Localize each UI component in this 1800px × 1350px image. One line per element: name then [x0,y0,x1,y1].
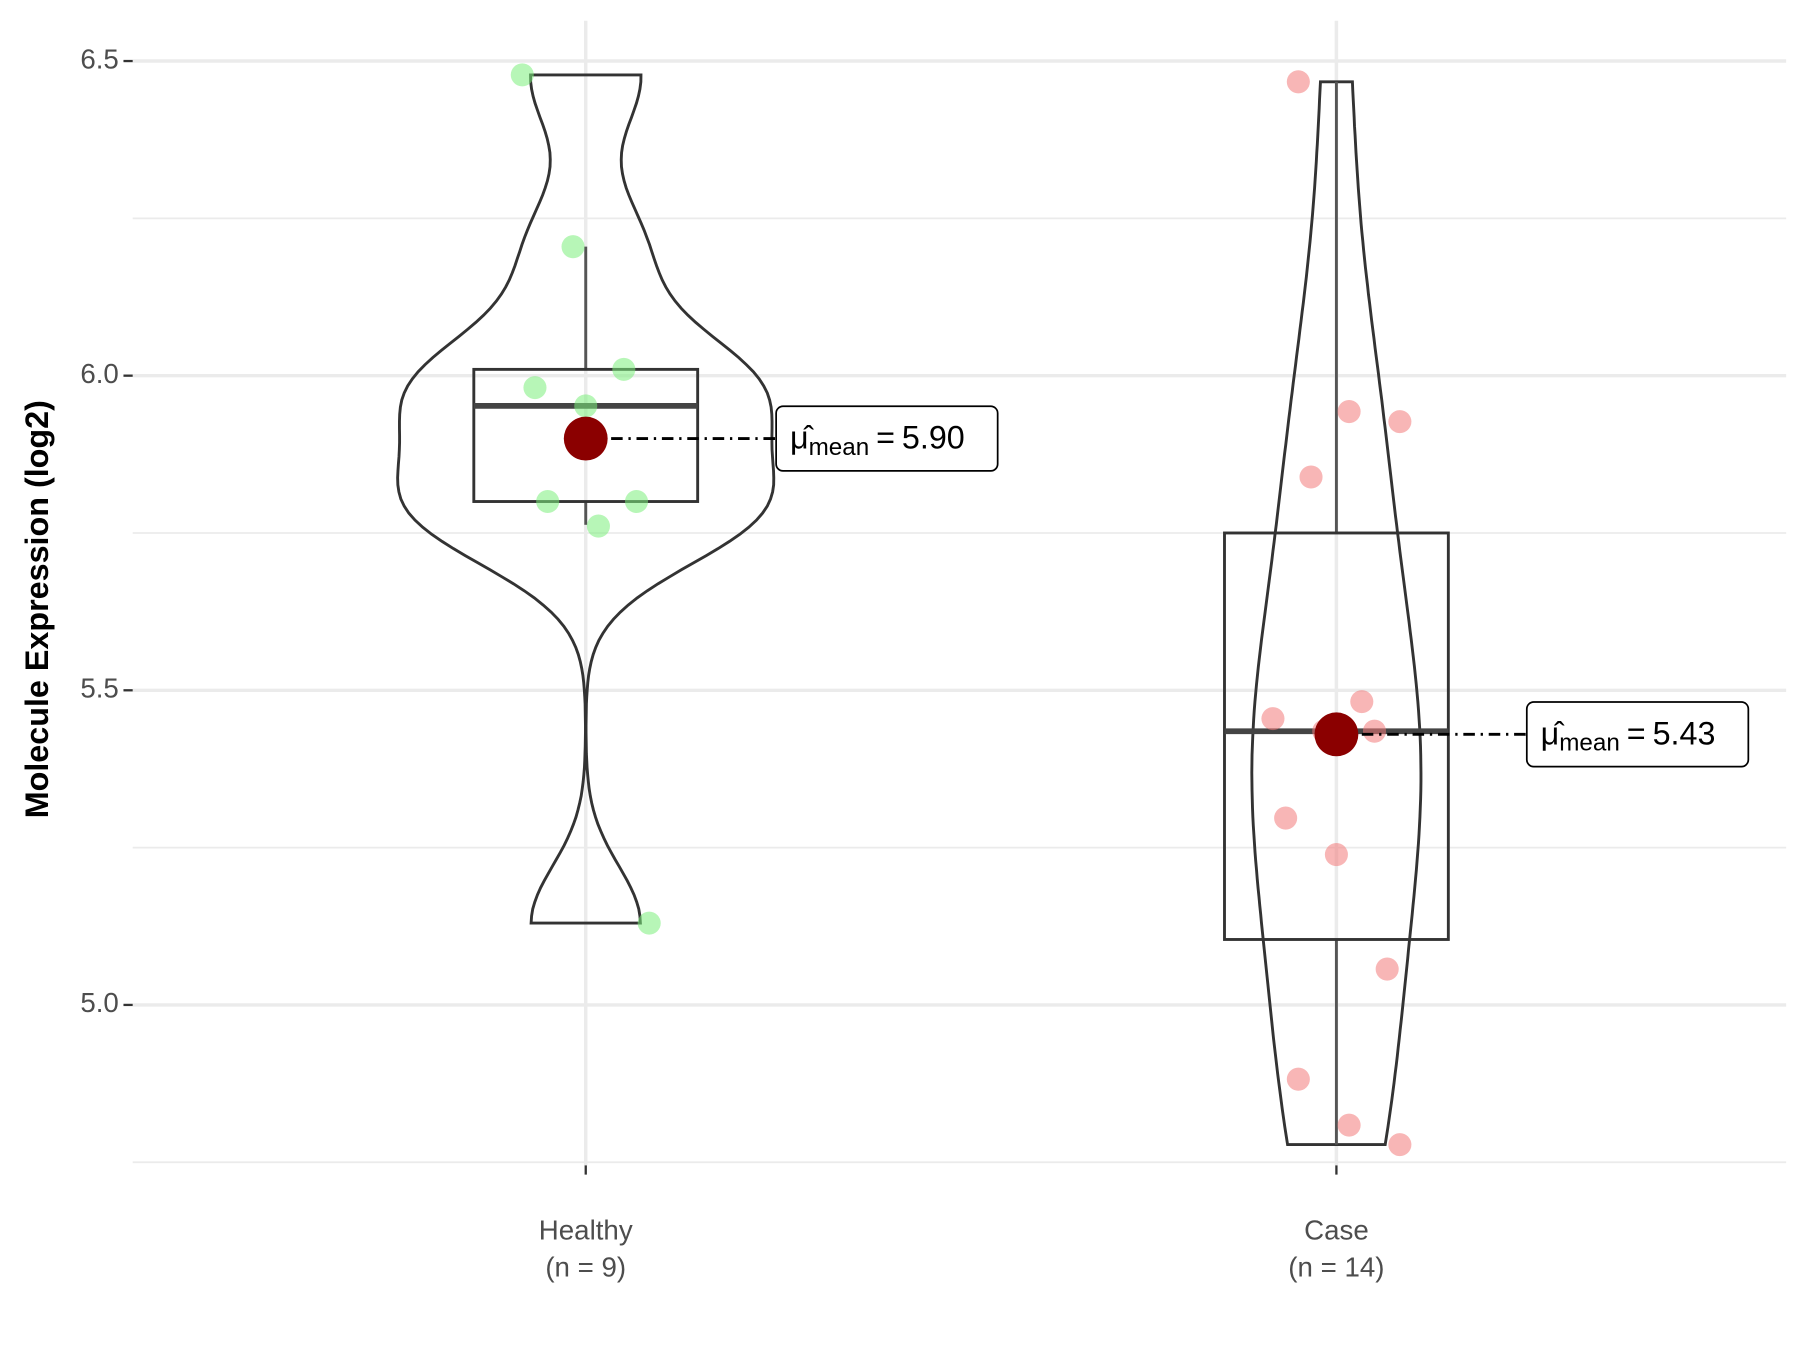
data-point [536,489,560,514]
data-point [1261,707,1285,731]
box [472,367,700,503]
y-axis-label: Molecule Expression (log2) [19,400,55,818]
data-point [1299,465,1323,489]
data-point [574,394,598,418]
data-point [1375,957,1399,981]
mean-point [1314,712,1359,757]
data-point [561,235,585,259]
data-point [1388,410,1412,434]
x-tick-label: Case [1304,1215,1369,1246]
data-point [510,63,534,87]
n-label: (n = 9) [545,1252,626,1283]
data-point [1337,1113,1361,1137]
data-point [586,514,610,538]
data-point [624,489,649,514]
y-tick-label: 5.0 [80,987,119,1018]
data-point [1388,1133,1412,1157]
y-tick-label: 5.5 [80,673,119,704]
mean-equals: = [1627,715,1646,751]
data-point [1286,70,1310,94]
data-point [523,376,547,400]
data-point [1350,690,1374,714]
data-point [1362,719,1387,743]
mean-value: 5.90 [902,419,965,455]
mean-label-box [1525,701,1750,768]
mean-point [563,416,608,461]
violin [1250,80,1423,1147]
y-tick-label: 6.5 [80,43,119,74]
n-label: (n = 14) [1288,1252,1384,1283]
mean-label-box [775,405,999,472]
data-point [1274,806,1298,830]
data-point [1286,1067,1310,1091]
x-tick-label: Healthy [539,1215,633,1246]
mean-label: μ̂mean = 5.90 [790,419,965,461]
mean-subscript: mean [809,434,870,461]
mean-label: μ̂mean = 5.43 [1541,715,1716,757]
data-point [637,911,661,935]
mean-subscript: mean [1559,730,1620,757]
data-point [612,357,636,381]
data-point [1324,842,1348,867]
y-tick-label: 6.0 [80,358,119,389]
box [1223,531,1450,941]
data-point [1337,399,1361,424]
mean-value: 5.43 [1653,715,1716,751]
mean-equals: = [876,419,895,455]
